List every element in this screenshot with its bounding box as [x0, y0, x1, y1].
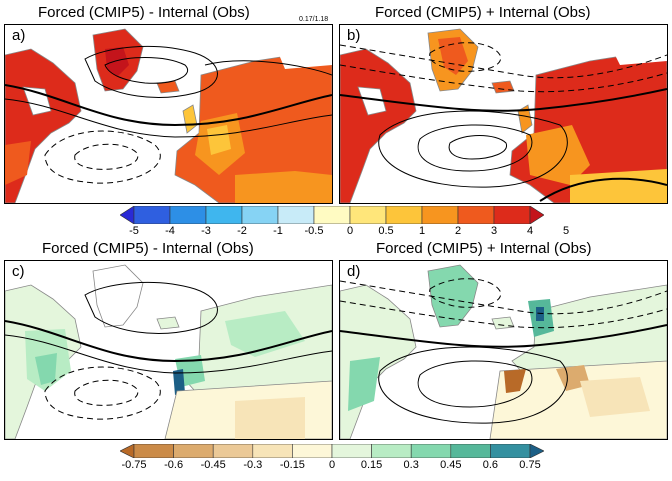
precipitation-colorbar-swatch	[371, 444, 412, 458]
temperature-colorbar-swatch	[421, 206, 459, 224]
precipitation-colorbar-swatch	[212, 444, 254, 458]
precipitation-colorbar-swatch	[252, 444, 293, 458]
panel-d-label: d)	[344, 263, 364, 280]
precipitation-colorbar-swatch	[450, 444, 491, 458]
precipitation-colorbar-tick-label: 0.3	[403, 459, 419, 471]
panel-c-title: Forced (CMIP5) - Internal (Obs)	[42, 240, 254, 257]
precipitation-colorbar-tick-label: 0.45	[440, 459, 462, 471]
precipitation-colorbar-swatch	[490, 444, 531, 458]
temperature-colorbar-tick-label: 5	[562, 225, 570, 237]
panel-d-map: d)	[339, 260, 668, 440]
panel-a-stats: 0.17/1.18	[299, 16, 329, 23]
panel-d-title: Forced (CMIP5) + Internal (Obs)	[376, 240, 592, 257]
temperature-colorbar-swatch	[133, 206, 171, 224]
precipitation-colorbar-tick-label: 0.6	[482, 459, 499, 471]
temperature-colorbar-swatch	[169, 206, 207, 224]
temperature-colorbar-tick-label: -3	[201, 225, 211, 237]
temperature-colorbar-tick-label: 0.5	[378, 225, 394, 237]
precipitation-colorbar-tick-label: 0.75	[519, 459, 541, 471]
panel-c-map: c)	[4, 260, 333, 440]
temperature-colorbar-swatch	[241, 206, 279, 224]
panel-a-map: a)	[4, 24, 333, 204]
temperature-colorbar-swatch	[385, 206, 423, 224]
precipitation-colorbar-swatch	[120, 444, 135, 458]
temperature-colorbar-swatch	[120, 206, 135, 224]
precipitation-colorbar-tick-label: -0.3	[243, 459, 263, 471]
panel-a-label: a)	[9, 27, 29, 44]
precipitation-colorbar-tick-label: -0.45	[200, 459, 226, 471]
temperature-colorbar-tick-label: 0	[346, 225, 354, 237]
precipitation-colorbar-tick-label: -0.75	[121, 459, 147, 471]
temperature-colorbar-tick-label: -5	[129, 225, 139, 237]
temperature-colorbar-swatch	[277, 206, 315, 224]
precipitation-colorbar-tick-label: -0.15	[279, 459, 305, 471]
temperature-colorbar-swatch	[349, 206, 387, 224]
temperature-colorbar-tick-label: 2	[454, 225, 462, 237]
temperature-colorbar-tick-label: 3	[490, 225, 498, 237]
precipitation-colorbar-tick-label: 0	[328, 459, 336, 471]
precipitation-colorbar-swatch	[173, 444, 214, 458]
temperature-colorbar-swatch	[493, 206, 531, 224]
temperature-colorbar-tick-label: -1	[273, 225, 283, 237]
precipitation-colorbar-swatch	[292, 444, 333, 458]
temperature-colorbar	[120, 206, 544, 224]
panel-b-title: Forced (CMIP5) + Internal (Obs)	[375, 4, 591, 21]
panel-b-label: b)	[344, 27, 364, 44]
temperature-colorbar-swatch	[529, 206, 544, 224]
temperature-colorbar-tick-label: -2	[237, 225, 247, 237]
panel-a-title: Forced (CMIP5) - Internal (Obs)	[38, 4, 250, 21]
precipitation-colorbar-swatch	[133, 444, 174, 458]
precipitation-colorbar-tick-label: -0.6	[164, 459, 184, 471]
precipitation-colorbar-swatch	[410, 444, 452, 458]
temperature-colorbar-swatch	[313, 206, 351, 224]
precipitation-colorbar-tick-label: 0.15	[360, 459, 383, 471]
precipitation-colorbar	[120, 444, 544, 458]
temperature-colorbar-tick-label: -0.5	[304, 225, 324, 237]
precipitation-colorbar-swatch	[331, 444, 372, 458]
temperature-colorbar-swatch	[205, 206, 243, 224]
temperature-colorbar-tick-label: 4	[526, 225, 534, 237]
precipitation-colorbar-swatch	[529, 444, 544, 458]
temperature-colorbar-tick-label: -4	[165, 225, 175, 237]
panel-c-label: c)	[9, 263, 28, 280]
panel-b-map: b)	[339, 24, 668, 204]
temperature-colorbar-tick-label: 1	[418, 225, 426, 237]
temperature-colorbar-swatch	[457, 206, 495, 224]
